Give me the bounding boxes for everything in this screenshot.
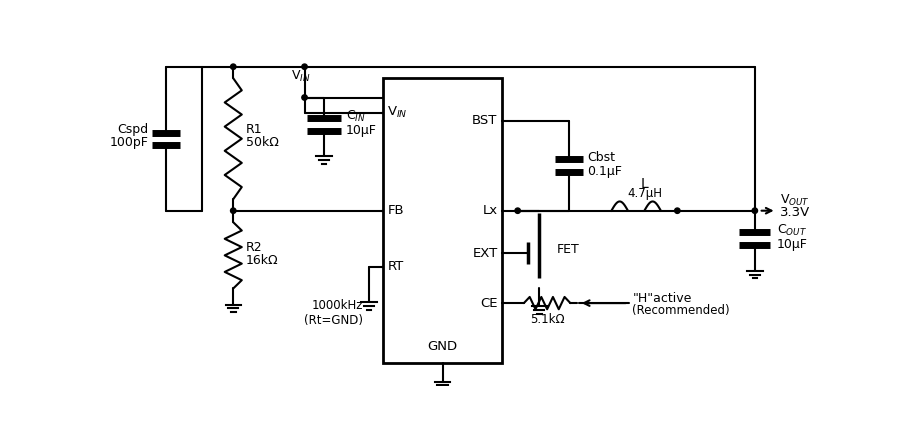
Text: C$_{OUT}$: C$_{OUT}$ [776,223,806,238]
Circle shape [674,208,680,214]
Text: FB: FB [387,204,405,217]
Text: 16kΩ: 16kΩ [245,254,278,267]
Text: CE: CE [480,296,498,309]
Circle shape [231,64,236,69]
Bar [383,78,502,363]
Text: V$_{IN}$: V$_{IN}$ [291,69,310,84]
Circle shape [302,64,308,69]
Text: 4.7μH: 4.7μH [627,187,662,200]
Circle shape [515,208,520,214]
Text: Cbst: Cbst [587,151,615,164]
Text: 10μF: 10μF [776,238,807,251]
Text: 1000kHz
(Rt=GND): 1000kHz (Rt=GND) [304,299,363,327]
Text: "H"active: "H"active [633,292,691,305]
Text: C$_{IN}$: C$_{IN}$ [346,109,366,124]
Text: 3.3V: 3.3V [779,206,810,219]
Text: BST: BST [472,114,498,127]
Circle shape [752,208,757,214]
Text: FET: FET [557,243,579,256]
Text: 0.1μF: 0.1μF [587,165,623,178]
Circle shape [231,208,236,214]
Text: 10μF: 10μF [346,124,376,137]
Text: V$_{IN}$: V$_{IN}$ [387,105,408,121]
Text: 5.1kΩ: 5.1kΩ [529,313,565,326]
Text: L: L [641,177,648,191]
Text: R1: R1 [245,123,262,136]
Text: Cspd: Cspd [118,123,148,136]
Text: 100pF: 100pF [110,136,148,149]
Text: RT: RT [387,260,404,273]
Text: (Recommended): (Recommended) [633,304,730,317]
Text: V$_{OUT}$: V$_{OUT}$ [779,193,809,208]
Text: Lx: Lx [482,204,498,217]
Text: R2: R2 [245,241,262,254]
Circle shape [302,95,308,100]
Text: EXT: EXT [472,247,498,260]
Text: GND: GND [427,340,458,353]
Text: 50kΩ: 50kΩ [245,136,279,149]
